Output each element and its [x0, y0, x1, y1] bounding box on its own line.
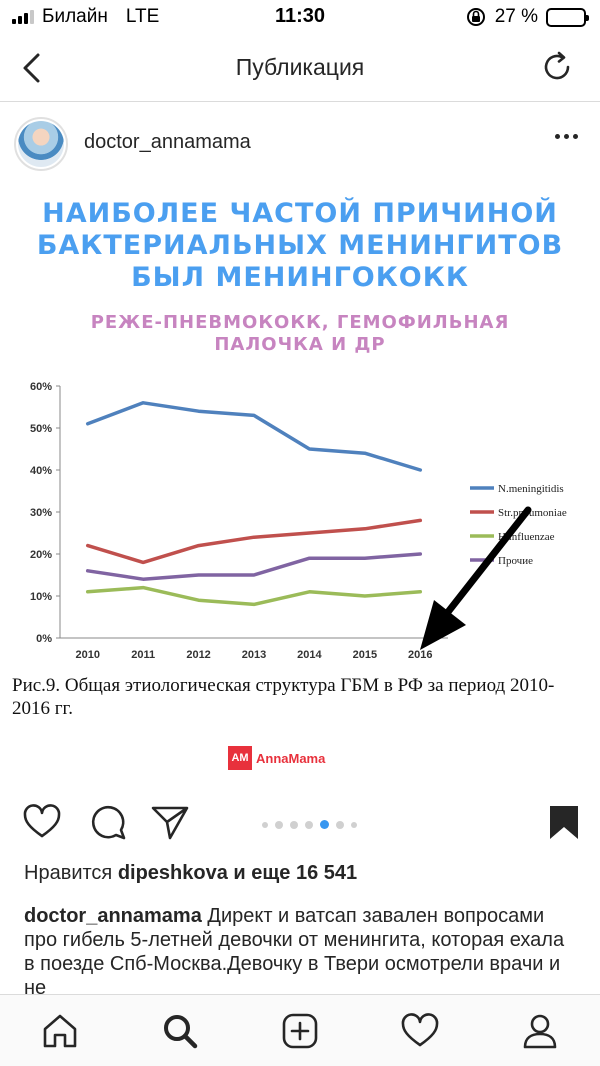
carrier-name: Билайн — [42, 6, 108, 27]
y-tick-label: 40% — [30, 465, 52, 477]
x-tick-label: 2012 — [186, 649, 210, 661]
battery-icon — [546, 7, 589, 27]
line-chart: 0% 10% 20% 30% 40% 50% 60% 2010 2011 2012 2013 2014… — [30, 381, 567, 661]
likes-prefix: Нравится — [24, 862, 118, 884]
y-tick-label: 0% — [36, 633, 52, 645]
figure-caption: Рис.9. Общая этиологическая структура ГБ… — [12, 675, 555, 719]
x-tick-label: 2015 — [353, 649, 377, 661]
y-tick-label: 50% — [30, 423, 52, 435]
y-tick-label: 20% — [30, 549, 52, 561]
network-type: LTE — [125, 6, 160, 27]
legend-label: Str.pneumoniae — [498, 507, 567, 519]
post-header: doctor_annamama — [0, 104, 600, 184]
headline-line: БЫЛ МЕНИНГОКОКК — [131, 262, 469, 293]
subhead-line: ПАЛОЧКА И ДР — [214, 334, 386, 355]
image-headline: НАИБОЛЕЕ ЧАСТОЙ ПРИЧИНОЙ БАКТЕРИАЛЬНЫХ М… — [0, 198, 600, 294]
x-tick-label: 2011 — [131, 649, 155, 661]
post-image[interactable]: НАИБОЛЕЕ ЧАСТОЙ ПРИЧИНОЙ БАКТЕРИАЛЬНЫХ М… — [0, 184, 600, 784]
series-line-2 — [85, 585, 423, 607]
subhead-line: РЕЖЕ-ПНЕВМОКОКК, ГЕМОФИЛЬНАЯ — [90, 312, 510, 333]
y-tick-label: 30% — [30, 507, 52, 519]
search-icon[interactable] — [160, 1011, 200, 1051]
x-tick-label: 2016 — [408, 649, 432, 661]
share-icon[interactable] — [150, 802, 190, 842]
tab-bar — [0, 994, 600, 1066]
image-subhead: РЕЖЕ-ПНЕВМОКОКК, ГЕМОФИЛЬНАЯ ПАЛОЧКА И Д… — [0, 312, 600, 356]
series-line-3 — [85, 552, 423, 581]
battery-percent: 27 % — [494, 6, 538, 27]
bookmark-icon[interactable] — [544, 802, 584, 842]
post-caption: doctor_annamama Директ и ватсап завален … — [24, 904, 580, 994]
avatar[interactable] — [14, 117, 68, 171]
likes-suffix: и еще 16 541 — [227, 862, 358, 884]
y-tick-label: 60% — [30, 381, 52, 393]
status-left: Билайн LTE — [12, 6, 159, 28]
page-title: Публикация — [235, 54, 365, 80]
post-actions — [0, 796, 600, 854]
add-post-icon[interactable] — [280, 1011, 320, 1051]
status-bar: Билайн LTE 11:30 27 % — [0, 0, 600, 36]
carousel-indicator — [262, 820, 357, 829]
home-icon[interactable] — [40, 1011, 80, 1051]
headline-line: БАКТЕРИАЛЬНЫХ МЕНИНГИТОВ — [36, 230, 564, 261]
profile-icon[interactable] — [520, 1011, 560, 1051]
brand-logo: AM AnnaMama — [228, 746, 325, 770]
back-chevron-icon[interactable] — [14, 50, 50, 86]
x-tick-label: 2014 — [297, 649, 322, 661]
orientation-lock-icon — [466, 8, 485, 26]
status-time: 11:30 — [274, 5, 326, 27]
x-tick-label: 2013 — [242, 649, 266, 661]
series-line-0 — [85, 401, 423, 472]
more-options-icon[interactable] — [555, 134, 578, 139]
signal-icon — [12, 10, 34, 24]
legend-label: Прочие — [498, 555, 533, 567]
annotation-arrow — [420, 506, 532, 650]
heart-icon[interactable] — [22, 802, 62, 842]
nav-bar: Публикация — [0, 36, 600, 102]
series-line-1 — [85, 518, 423, 565]
activity-heart-icon[interactable] — [400, 1011, 440, 1051]
headline-line: НАИБОЛЕЕ ЧАСТОЙ ПРИЧИНОЙ — [42, 198, 558, 229]
x-tick-label: 2010 — [75, 649, 99, 661]
comment-icon[interactable] — [88, 802, 128, 842]
likes-count[interactable]: Нравится dipeshkova и еще 16 541 — [24, 862, 357, 885]
y-tick-label: 10% — [30, 591, 52, 603]
caption-text: Директ и ватсап завален вопросами про ги… — [24, 905, 565, 994]
caption-username[interactable]: doctor_annamama — [24, 905, 202, 927]
likes-user[interactable]: dipeshkova — [117, 862, 228, 884]
refresh-icon[interactable] — [540, 50, 574, 84]
post-username[interactable]: doctor_annamama — [84, 131, 251, 153]
avatar-image — [18, 121, 64, 167]
legend-label: N.meningitidis — [498, 483, 564, 495]
status-right: 27 % — [465, 6, 589, 28]
brand-name: AnnaMama — [256, 750, 326, 766]
brand-badge: AM — [228, 746, 252, 770]
